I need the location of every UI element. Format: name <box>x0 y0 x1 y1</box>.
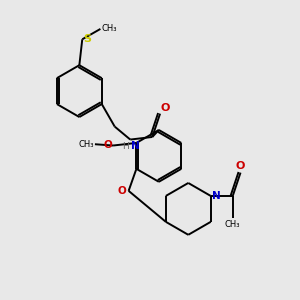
Text: S: S <box>84 34 92 44</box>
Text: N: N <box>131 141 140 151</box>
Text: O: O <box>161 103 170 113</box>
Text: CH₃: CH₃ <box>102 24 117 33</box>
Text: O: O <box>103 140 112 150</box>
Text: N: N <box>212 191 221 201</box>
Text: O: O <box>118 186 126 196</box>
Text: O: O <box>236 161 245 171</box>
Text: CH₃: CH₃ <box>225 220 241 229</box>
Text: CH₃: CH₃ <box>79 140 94 149</box>
Text: H: H <box>122 142 129 151</box>
